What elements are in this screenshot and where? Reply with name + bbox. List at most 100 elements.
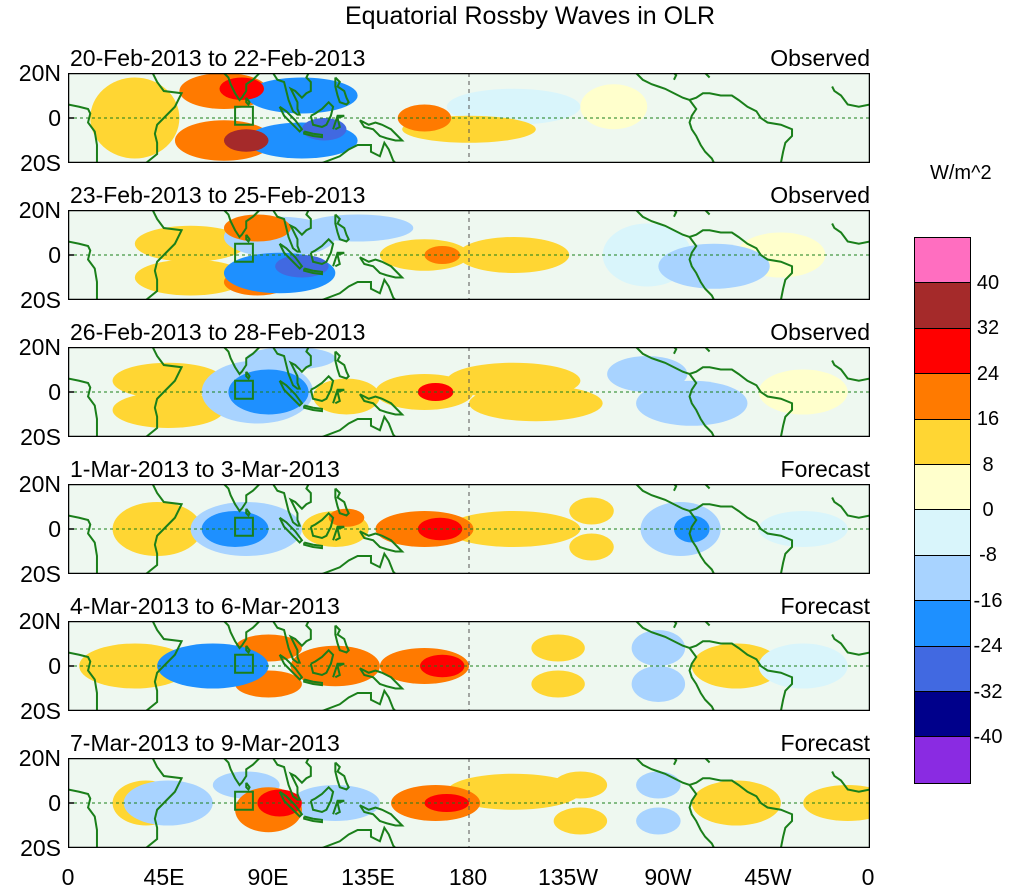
coastline (245, 234, 251, 244)
y-tick-label: 0 (48, 379, 61, 405)
coastline (831, 86, 870, 108)
coastline (332, 799, 345, 816)
map-panel (68, 210, 870, 300)
coastline (359, 804, 405, 827)
colorbar-swatch (915, 374, 970, 420)
x-tick-label: 135W (537, 864, 599, 890)
coastline (359, 256, 405, 279)
coastline (332, 388, 345, 405)
colorbar-label: 24 (976, 362, 1000, 385)
figure-title: Equatorial Rossby Waves in OLR (344, 2, 716, 30)
coastline (272, 210, 312, 253)
coastline (688, 784, 715, 848)
colorbar (914, 237, 971, 784)
coastline (303, 267, 323, 276)
anomaly-contour (758, 643, 848, 689)
panel-type-label: Forecast (780, 593, 870, 619)
panel-type-label: Observed (770, 319, 870, 345)
panel-type-label: Observed (770, 45, 870, 71)
coastline (245, 645, 251, 655)
coastline (332, 114, 345, 131)
coastline (334, 76, 350, 106)
anomaly-contour (569, 533, 614, 561)
anomaly-contour (469, 385, 603, 422)
coastline (219, 758, 261, 787)
anomaly-contour (631, 666, 686, 702)
colorbar-label: -16 (973, 589, 1003, 612)
anomaly-contour (607, 356, 688, 392)
panel-type-label: Observed (770, 182, 870, 208)
olr-map (68, 484, 870, 574)
coastline (321, 414, 397, 437)
anomaly-contour (290, 645, 380, 687)
coastline (321, 688, 397, 711)
y-tick-label: 20N (18, 197, 61, 223)
coastline (309, 237, 335, 266)
coastline (332, 525, 345, 542)
coastline (245, 371, 251, 381)
reference-box (234, 242, 254, 263)
coastline (696, 210, 711, 216)
coastline (68, 240, 98, 300)
x-tick-label: 90W (644, 864, 692, 890)
coastline (665, 484, 678, 492)
panel-date-range: 4-Mar-2013 to 6-Mar-2013 (70, 593, 340, 619)
coastline (332, 251, 345, 268)
coastline (665, 210, 678, 218)
coastline (68, 788, 98, 848)
coastline (303, 678, 323, 687)
anomaly-contour (123, 780, 213, 826)
anomaly-contour (112, 392, 224, 428)
coastline (635, 210, 794, 300)
colorbar-label: 40 (976, 272, 1000, 294)
anomaly-contour (134, 259, 247, 296)
coastline (334, 624, 350, 654)
x-tick-label: 45W (744, 864, 792, 890)
colorbar-swatch (915, 691, 970, 738)
coastline (219, 484, 261, 513)
coastline (303, 130, 323, 139)
coastline (219, 210, 261, 239)
coastline (334, 761, 350, 791)
panel-date-range: 20-Feb-2013 to 22-Feb-2013 (70, 45, 366, 71)
map-panel (68, 621, 870, 711)
coastline (688, 510, 715, 574)
panel-date-range: 7-Mar-2013 to 9-Mar-2013 (70, 730, 340, 756)
anomaly-contour (631, 630, 686, 666)
y-tick-label: 20N (18, 745, 61, 771)
olr-map (68, 73, 870, 163)
y-tick-label: 20S (20, 698, 61, 724)
reference-box (234, 105, 254, 126)
coastline (219, 621, 261, 650)
anomaly-contour (531, 634, 585, 662)
coastline (696, 484, 711, 490)
y-tick-label: 20S (20, 424, 61, 450)
coastline (665, 73, 678, 81)
anomaly-contour (223, 129, 269, 152)
coastline (309, 785, 335, 814)
coastline (665, 758, 678, 766)
coastline (359, 667, 405, 690)
y-tick-label: 20N (18, 471, 61, 497)
coastline (303, 404, 323, 413)
coastline (145, 758, 184, 848)
panel-date-range: 26-Feb-2013 to 28-Feb-2013 (70, 319, 366, 345)
y-tick-label: 20S (20, 835, 61, 861)
coastline (321, 825, 397, 848)
colorbar-swatch (915, 419, 970, 465)
colorbar-label: 32 (976, 317, 1000, 340)
anomaly-contour (580, 84, 648, 130)
coastline (696, 758, 711, 764)
anomaly-contour (112, 362, 224, 399)
coastline (145, 347, 184, 437)
colorbar-swatch (915, 283, 970, 329)
anomaly-contour (134, 225, 247, 262)
coastline (272, 73, 312, 116)
coastline (635, 621, 794, 711)
coastline (696, 621, 711, 627)
y-tick-label: 20N (18, 608, 61, 634)
olr-map (68, 347, 870, 437)
coastline (245, 782, 251, 792)
coastline (272, 347, 312, 390)
map-panel (68, 484, 870, 574)
